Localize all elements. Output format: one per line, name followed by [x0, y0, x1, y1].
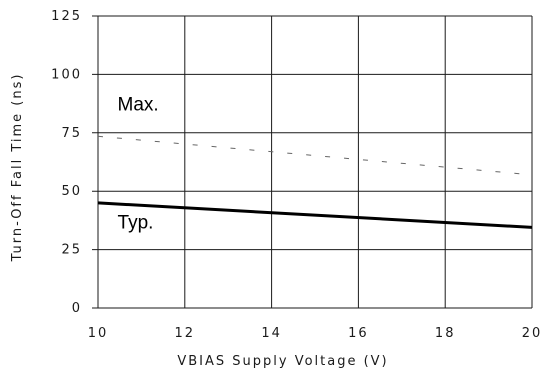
y-tick-label: 25 — [61, 243, 82, 258]
y-axis-label: Turn-Off Fall Time (ns) — [10, 73, 25, 263]
series-line-max — [97, 135, 533, 176]
series-layer — [97, 135, 533, 229]
annotations: Max. Typ. — [118, 95, 159, 234]
y-tick-label: 50 — [61, 184, 82, 199]
series-line-typ — [97, 201, 533, 229]
y-tick-label: 75 — [61, 126, 82, 141]
grid — [92, 15, 533, 309]
x-tick-label: 16 — [348, 326, 369, 341]
x-tick-label: 12 — [175, 326, 196, 341]
y-tick-label: 0 — [72, 301, 82, 316]
annotation-typ: Typ. — [118, 213, 154, 234]
x-tick-labels: 10 12 14 16 18 20 — [88, 326, 543, 341]
y-tick-labels: 0 25 50 75 100 125 — [51, 9, 82, 316]
y-tick-label: 125 — [51, 9, 82, 24]
y-tick-label: 100 — [51, 67, 82, 82]
x-axis-label: VBIAS Supply Voltage (V) — [177, 354, 388, 369]
x-tick-label: 18 — [435, 326, 456, 341]
x-tick-label: 14 — [261, 326, 282, 341]
x-tick-label: 10 — [88, 326, 109, 341]
annotation-max: Max. — [118, 95, 159, 116]
x-tick-label: 20 — [522, 326, 543, 341]
